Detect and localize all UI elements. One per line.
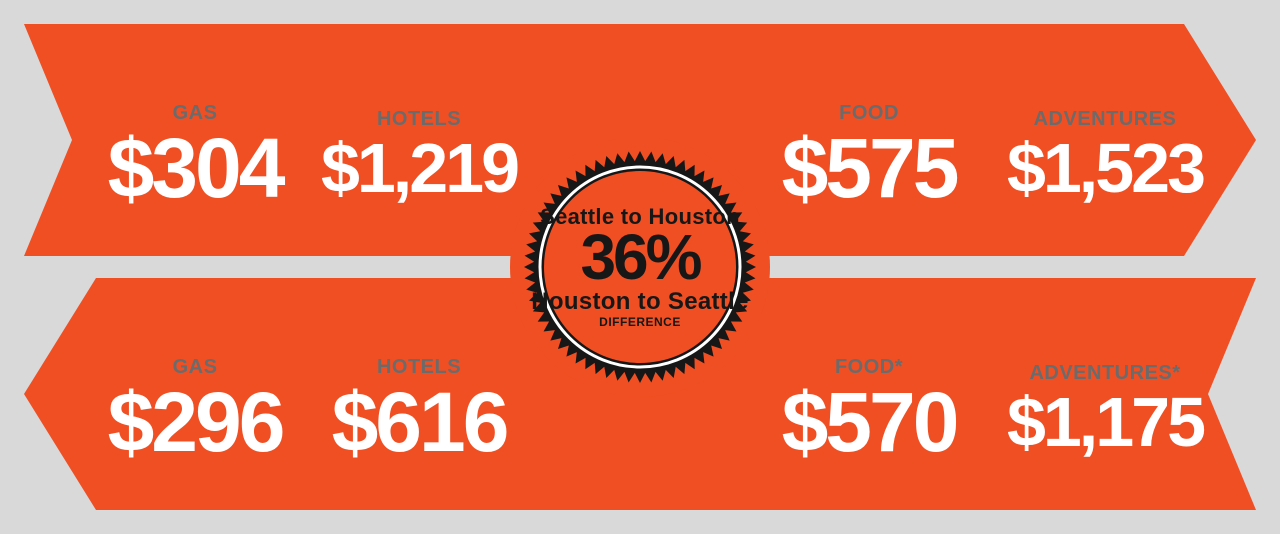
badge-difference-label: DIFFERENCE	[531, 316, 748, 329]
stat-gas-back: GAS$296	[90, 314, 300, 503]
badge-text: Seattle to Houston 36% Houston to Seattl…	[531, 205, 748, 329]
stat-food-out: FOOD$575	[764, 60, 974, 249]
stat-value: $1,523	[1007, 137, 1203, 200]
stat-caption: ADVENTURES	[1034, 108, 1177, 131]
stat-caption: ADVENTURES*	[1029, 362, 1180, 385]
stat-hotels-back: HOTELS$616	[314, 314, 524, 503]
stat-food-back: FOOD*$570	[764, 314, 974, 503]
stat-gas-out: GAS$304	[90, 60, 300, 249]
badge-line-return: Houston to Seattle	[531, 289, 748, 314]
stat-adventures-out: ADVENTURES $1,523	[1000, 60, 1210, 249]
difference-badge: Seattle to Houston 36% Houston to Seattl…	[510, 137, 770, 397]
stat-value: $1,219	[321, 137, 517, 200]
stat-hotels-out: HOTELS $1,219	[314, 60, 524, 249]
stat-caption: HOTELS	[377, 108, 461, 131]
stat-value: $296	[108, 385, 283, 461]
infographic-canvas: Seattle to Houston 36% Houston to Seattl…	[24, 24, 1256, 510]
stat-value: $1,175	[1007, 391, 1203, 454]
stat-adventures-back: ADVENTURES* $1,175	[1000, 314, 1210, 503]
badge-difference-value: 36%	[531, 224, 748, 291]
stat-value: $304	[108, 131, 283, 207]
stat-value: $575	[782, 131, 957, 207]
stat-value: $616	[332, 385, 507, 461]
stat-value: $570	[782, 385, 957, 461]
